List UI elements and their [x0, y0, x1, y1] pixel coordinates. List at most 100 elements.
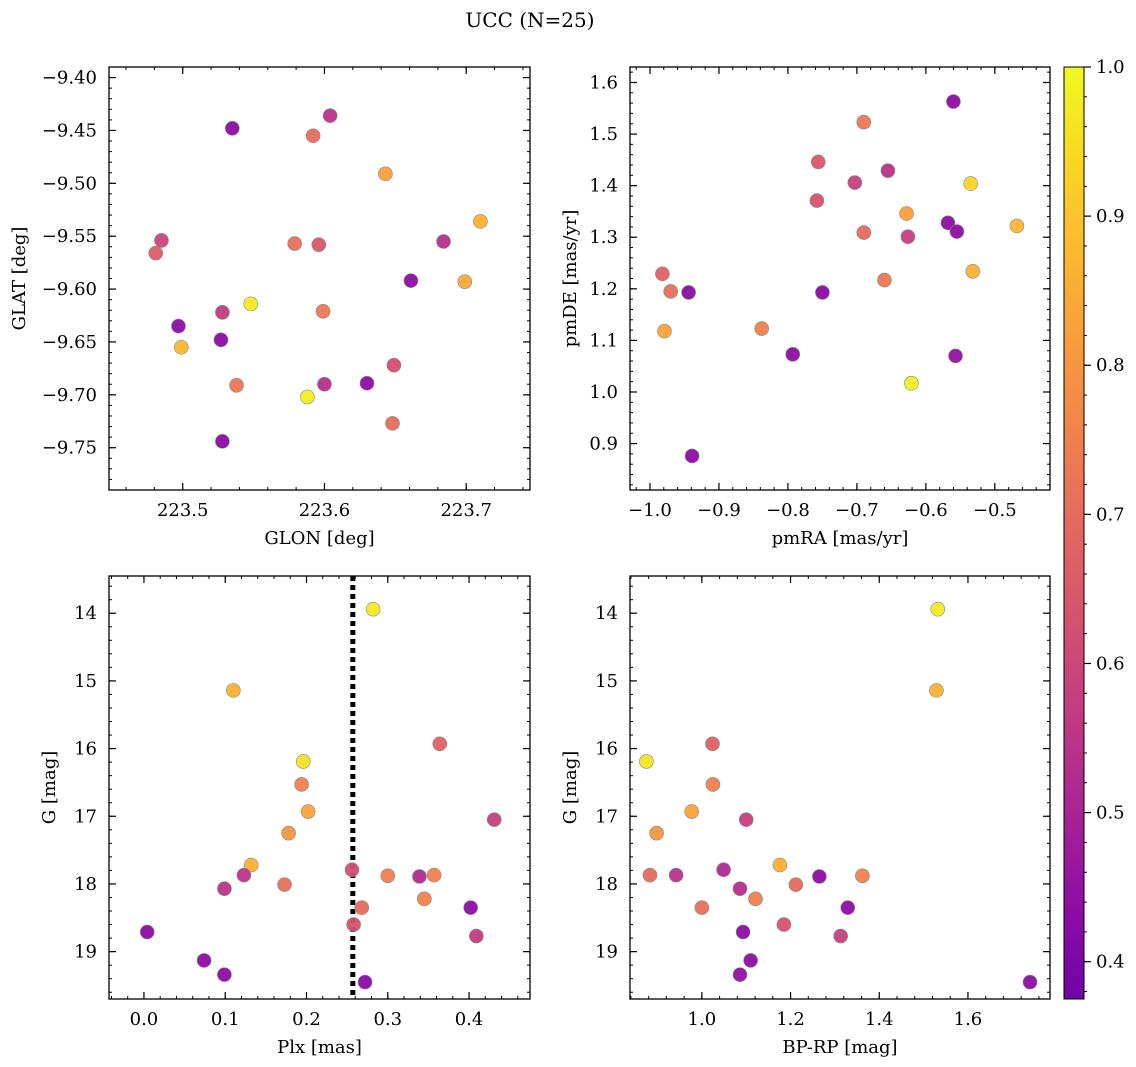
scatter-point: [735, 924, 751, 940]
scatter-point: [732, 967, 748, 982]
x-tick-label: 0.2: [292, 1009, 321, 1030]
scatter-point: [213, 332, 229, 348]
y-tick-label: 16: [595, 739, 618, 760]
y-tick-label: 1.4: [589, 176, 618, 197]
y-tick-label: −9.55: [42, 226, 97, 247]
scatter-point: [847, 175, 863, 190]
panel-glon-glat: 223.5 223.6 223.7 −9.75 −9.70 −9.65 −9.60 −9.55…: [9, 66, 531, 549]
y-tick-label: −9.40: [42, 68, 97, 89]
scatter-point: [311, 237, 327, 252]
scatter-point: [716, 862, 731, 878]
scatter-point: [705, 736, 720, 752]
scatter-point: [929, 683, 944, 698]
scatter-point: [305, 128, 321, 144]
y-tick-label: 16: [74, 739, 97, 760]
scatter-point: [899, 206, 914, 221]
x-axis-label: GLON [deg]: [264, 528, 374, 549]
scatter-point: [215, 305, 230, 320]
x-tick-label: −0.9: [697, 500, 741, 521]
scatter-point: [748, 891, 763, 907]
scatter-point: [236, 867, 252, 883]
y-tick-label: 15: [595, 671, 618, 692]
scatter-point: [840, 900, 856, 915]
scatter-point: [705, 777, 721, 792]
y-tick-label: 1.2: [589, 279, 618, 300]
x-tick-label: 0.3: [373, 1009, 402, 1030]
y-tick-label: 18: [595, 874, 618, 895]
scatter-point: [738, 812, 754, 827]
plot-frame: [108, 575, 531, 1000]
scatter-point: [880, 163, 896, 178]
scatter-point: [963, 176, 978, 191]
scatter-point: [469, 928, 484, 944]
x-tick-label: 1.6: [954, 1009, 983, 1030]
colorbar: 0.4 0.5 0.6 0.7 0.8 0.9 1.0: [1063, 57, 1125, 1000]
y-tick-label: 1.6: [589, 72, 618, 93]
y-tick-label: 1.5: [589, 124, 618, 145]
scatter-point: [243, 296, 259, 312]
scatter-point: [463, 900, 478, 915]
scatter-point: [681, 285, 696, 300]
x-tick-label: −0.7: [835, 500, 879, 521]
y-tick-label: 15: [74, 671, 97, 692]
scatter-point: [300, 804, 316, 819]
figure-title: UCC (N=25): [465, 8, 594, 32]
scatter-point: [668, 867, 684, 883]
y-axis-label: GLAT [deg]: [9, 227, 30, 331]
y-tick-label: 19: [74, 942, 97, 963]
x-tick-label: 223.6: [299, 500, 351, 521]
y-tick-label: 17: [595, 806, 618, 827]
scatter-point: [277, 877, 292, 892]
scatter-point: [148, 245, 164, 261]
scatter-point: [772, 857, 788, 873]
x-tick-label: −1.0: [628, 500, 672, 521]
scatter-point: [281, 825, 296, 841]
scatter-point: [344, 862, 360, 878]
scatter-point: [457, 274, 473, 289]
colorbar-tick-label: 1.0: [1096, 57, 1125, 78]
scatter-point: [426, 867, 442, 883]
scatter-point: [776, 917, 792, 932]
scatter-point: [810, 154, 826, 170]
x-tick-label: −0.8: [766, 500, 810, 521]
x-tick-label: 223.7: [440, 500, 492, 521]
x-tick-label: 223.5: [157, 500, 209, 521]
y-tick-label: 1.3: [589, 227, 618, 248]
scatter-point: [930, 601, 946, 617]
colorbar-tick-label: 0.6: [1096, 653, 1125, 674]
colorbar-gradient: [1063, 66, 1085, 1000]
scatter-point: [346, 917, 361, 932]
scatter-point: [657, 323, 672, 339]
y-tick-label: 1.0: [589, 382, 618, 403]
scatter-point: [856, 114, 872, 130]
scatter-point: [743, 953, 758, 968]
y-tick-label: −9.45: [42, 120, 97, 141]
scatter-point: [788, 877, 804, 892]
panel-pmra-pmde: −1.0 −0.9 −0.8 −0.7 −0.6 −0.5 0.9 1.0 1.1 1.2 1.3 1…: [560, 66, 1051, 549]
panel-plx-g: 0.0 0.1 0.2 0.3 0.4 14 15 16 17 18 19 Plx [mas] G [m…: [39, 575, 531, 1058]
scatter-point: [365, 601, 381, 617]
scatter-point: [473, 214, 488, 229]
scatter-point: [815, 285, 830, 300]
scatter-point: [380, 868, 396, 884]
scatter-point: [940, 215, 956, 231]
scatter-point: [417, 891, 432, 907]
scatter-point: [386, 357, 402, 373]
y-tick-label: 17: [74, 806, 97, 827]
y-tick-label: 14: [595, 603, 618, 624]
colorbar-tick-label: 0.5: [1096, 803, 1125, 824]
scatter-point: [785, 347, 801, 362]
scatter-point: [833, 928, 848, 944]
y-tick-label: 1.1: [589, 330, 618, 351]
scatter-point: [412, 869, 427, 884]
scatter-point: [317, 376, 332, 392]
y-tick-label: −9.70: [42, 385, 97, 406]
scatter-point: [754, 321, 770, 336]
scatter-point: [171, 318, 186, 334]
x-tick-label: 1.0: [688, 1009, 717, 1030]
scatter-point: [684, 804, 699, 819]
y-tick-label: −9.65: [42, 332, 97, 353]
scatter-point: [294, 777, 309, 792]
scatter-point: [229, 378, 244, 393]
scatter-point: [215, 434, 230, 449]
